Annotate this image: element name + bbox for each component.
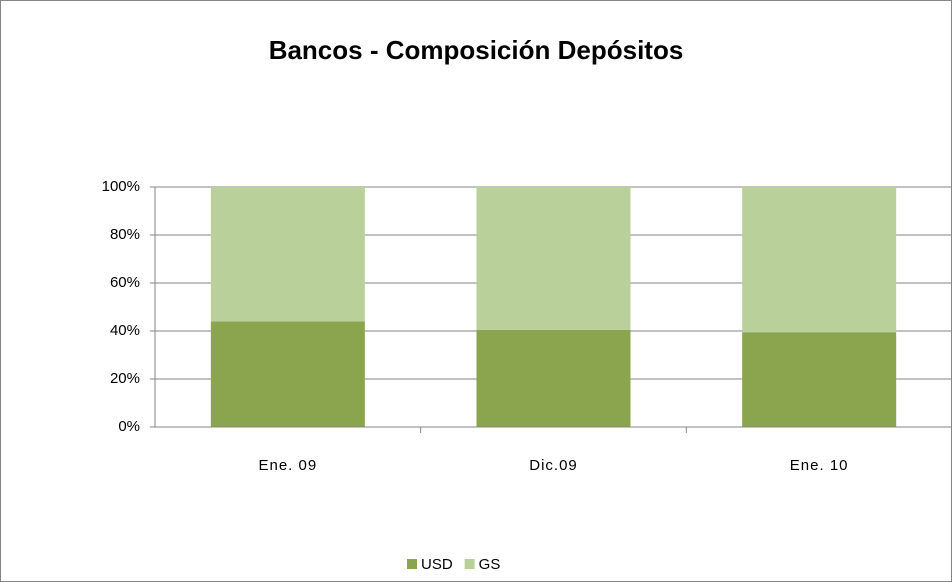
bar-segment — [476, 329, 631, 427]
bar-segment — [742, 332, 897, 427]
x-tick-label: Ene. 10 — [790, 457, 849, 474]
y-tick-label: 40% — [110, 322, 140, 339]
x-tick-label: Ene. 09 — [258, 457, 317, 474]
legend-label: GS — [479, 556, 501, 573]
x-tick-label: Dic.09 — [529, 457, 578, 474]
chart-title: Bancos - Composición Depósitos — [269, 35, 684, 65]
bar-segment — [476, 187, 631, 330]
legend-label: USD — [421, 556, 453, 573]
y-tick-label: 0% — [118, 418, 140, 435]
legend-swatch — [407, 559, 417, 569]
y-tick-label: 60% — [110, 274, 140, 291]
bar-segment — [210, 321, 365, 427]
y-tick-label: 20% — [110, 370, 140, 387]
legend-swatch — [464, 559, 475, 569]
bar-segment — [210, 187, 365, 322]
y-tick-label: 100% — [102, 178, 140, 195]
y-tick-label: 80% — [110, 226, 140, 243]
bar-segment — [742, 187, 897, 333]
